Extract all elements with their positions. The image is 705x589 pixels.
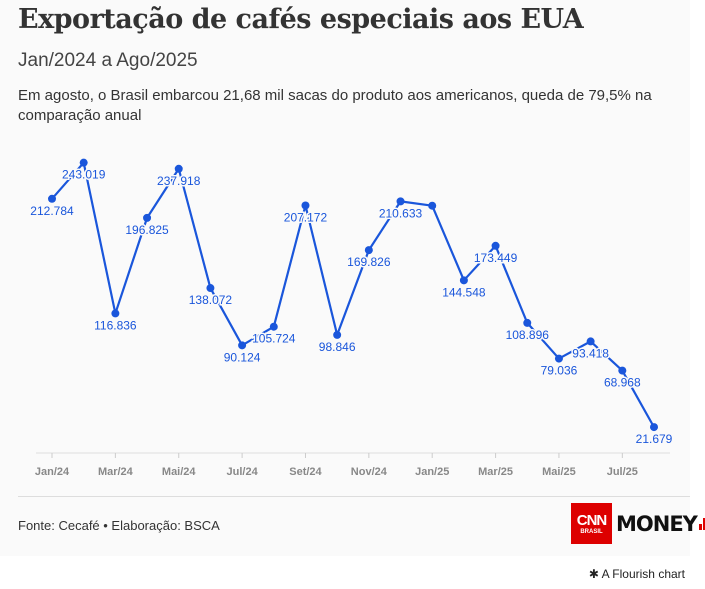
data-label: 144.548 [442, 285, 486, 299]
data-point [333, 330, 342, 339]
data-label: 243.019 [62, 168, 106, 182]
data-point [269, 322, 278, 331]
x-tick-label: Jan/24 [35, 466, 70, 478]
flourish-credit[interactable]: ✱ A Flourish chart [589, 567, 685, 581]
chart-description: Em agosto, o Brasil embarcou 21,68 mil s… [18, 87, 652, 124]
data-point [523, 318, 532, 327]
data-label: 108.896 [506, 328, 550, 342]
chart-subtitle: Jan/2024 a Ago/2025 [18, 50, 198, 71]
data-label: 105.724 [252, 332, 296, 346]
data-point [554, 354, 563, 363]
data-label: 138.072 [189, 293, 233, 307]
x-tick-label: Jul/24 [227, 466, 259, 478]
data-label: 212.784 [30, 204, 74, 218]
x-tick-label: Nov/24 [351, 466, 388, 478]
data-point [491, 241, 500, 250]
divider [18, 496, 690, 497]
data-point [428, 201, 437, 210]
data-point [301, 201, 310, 210]
data-label: 196.825 [125, 223, 169, 237]
data-label: 68.968 [604, 376, 641, 390]
data-point [79, 158, 88, 167]
data-point [174, 164, 183, 173]
x-tick-label: Jan/25 [415, 466, 449, 478]
data-point [238, 341, 247, 350]
data-label: 237.918 [157, 174, 201, 188]
data-point [111, 309, 120, 318]
data-point [143, 213, 152, 222]
data-label: 21.679 [636, 432, 673, 446]
x-tick-label: Jul/25 [607, 466, 638, 478]
data-label: 173.449 [474, 251, 518, 265]
x-tick-label: Mai/25 [542, 466, 576, 478]
data-label: 90.124 [224, 350, 261, 364]
data-label: 116.836 [94, 318, 137, 332]
data-point [396, 197, 405, 206]
data-label: 210.633 [379, 206, 423, 220]
source-note: Fonte: Cecafé • Elaboração: BSCA [18, 518, 220, 533]
chart-title: Exportação de cafés especiais aos EUA [18, 4, 584, 35]
x-tick-label: Mar/24 [98, 466, 134, 478]
data-point [364, 246, 373, 255]
data-label: 79.036 [541, 364, 578, 378]
logo-brand: CNN [576, 512, 607, 529]
data-label: 98.846 [319, 340, 356, 354]
bars-icon [698, 517, 705, 530]
data-point [459, 276, 468, 285]
data-label: 93.418 [572, 346, 609, 360]
data-point [48, 194, 56, 203]
data-point [206, 284, 215, 293]
logo-region: BRASIL [580, 529, 603, 535]
flourish-label: A Flourish chart [601, 567, 685, 581]
data-label: 207.172 [284, 211, 328, 225]
series-line [51, 161, 655, 428]
data-point [586, 337, 595, 346]
logo-product: MONEY [616, 511, 698, 536]
data-point [618, 366, 627, 375]
x-tick-label: Mar/25 [478, 466, 513, 478]
cnn-money-logo: CNN BRASIL MONEY [571, 503, 705, 544]
chart-panel [0, 0, 690, 556]
data-point [650, 423, 658, 432]
data-label: 169.826 [347, 255, 391, 269]
x-tick-label: Mai/24 [162, 466, 197, 478]
flourish-icon: ✱ [588, 567, 602, 581]
x-tick-label: Set/24 [289, 466, 322, 478]
